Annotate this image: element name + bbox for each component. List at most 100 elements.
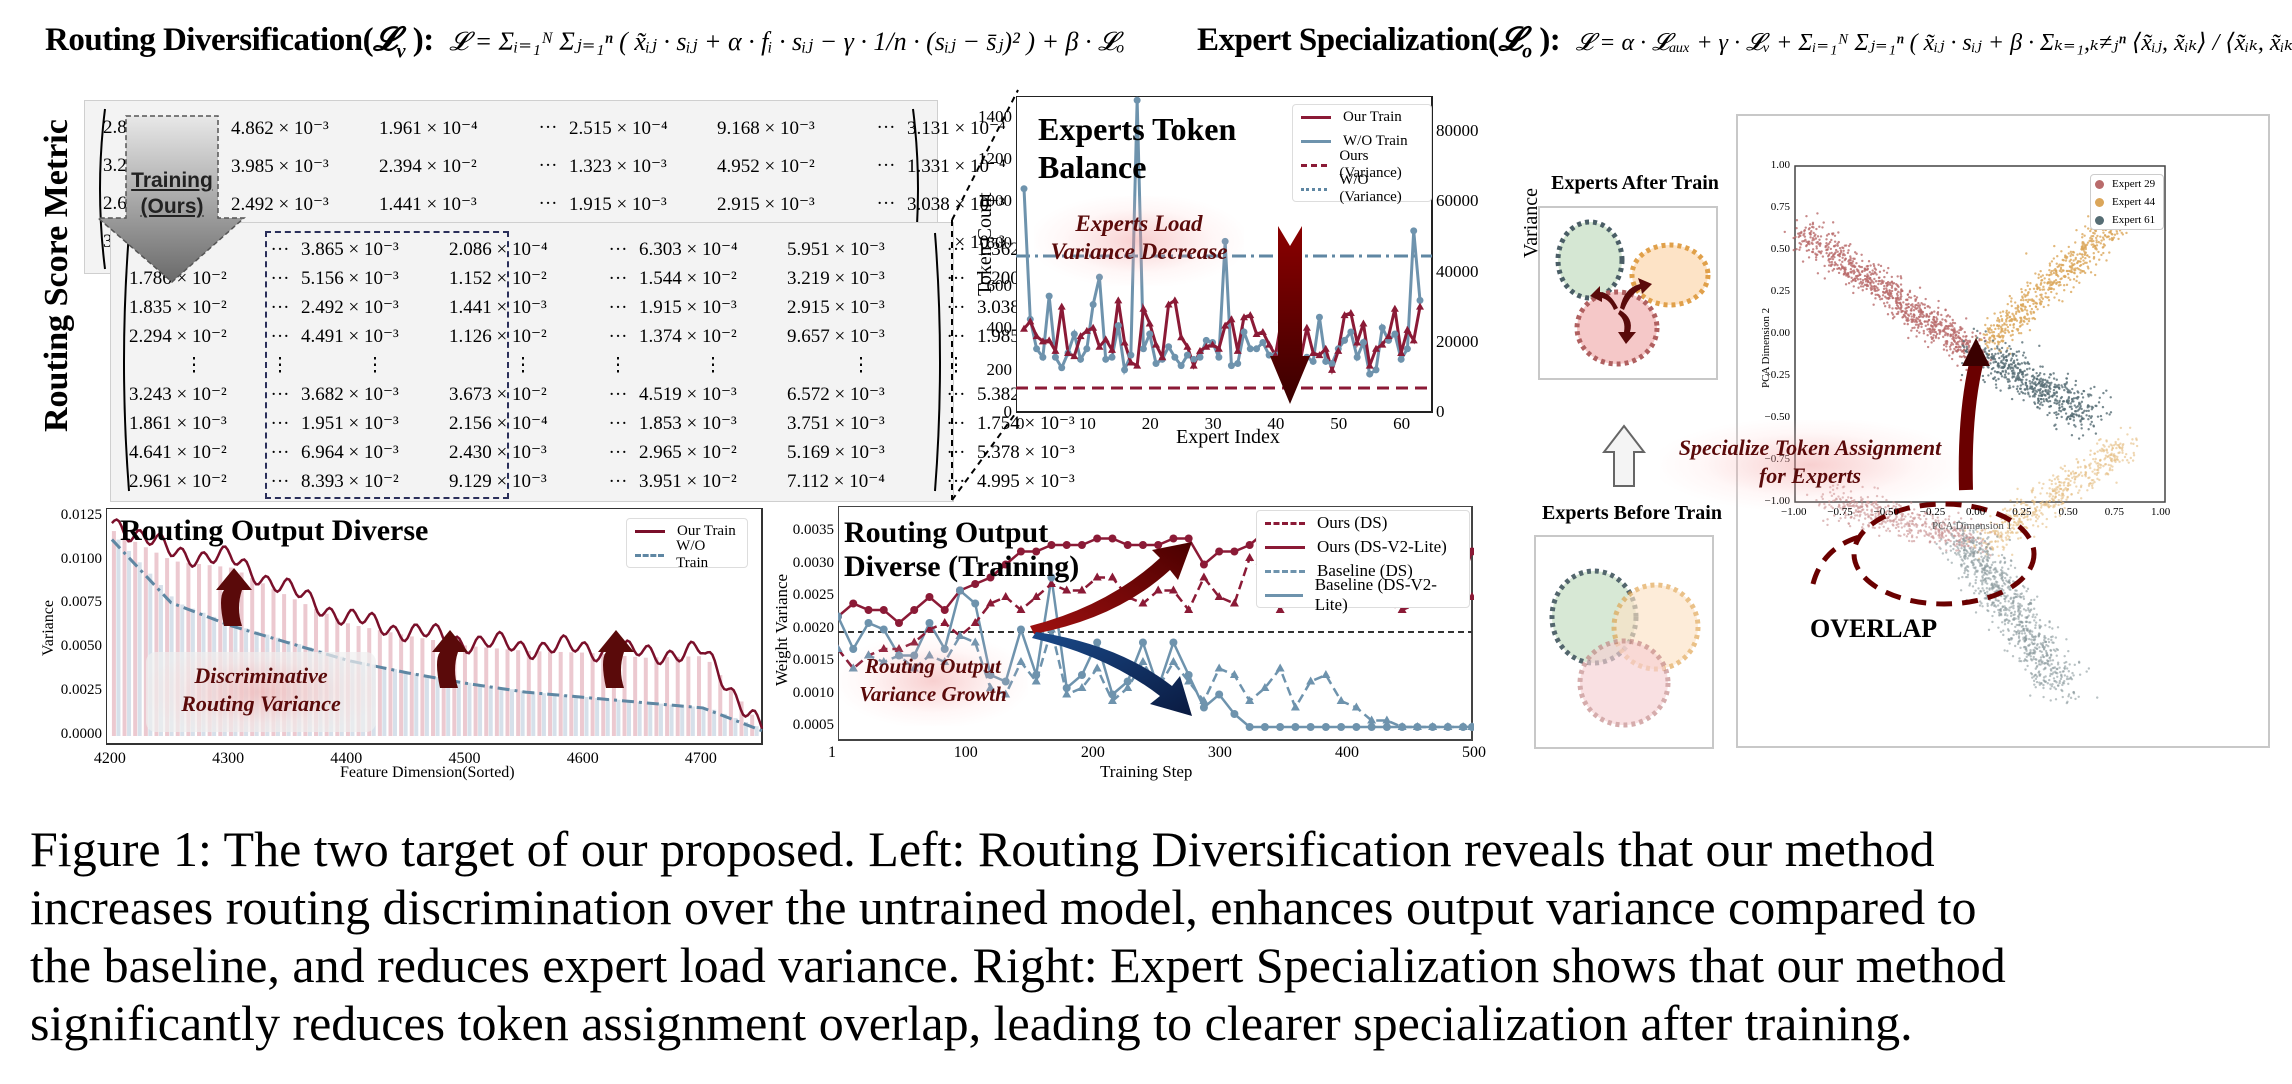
matrix-cell: 1.915 × 10⁻³ [639, 297, 737, 318]
routing-diverse-legend: Our Train W/O Train [626, 518, 748, 571]
separated-experts-diagram [1555, 219, 1711, 367]
matrix-cell: ··· [270, 441, 290, 463]
tick-label: −0.25 [1919, 506, 1946, 518]
matrix-cell: 2.394 × 10⁻² [379, 155, 477, 177]
matrix-cell: 1.374 × 10⁻² [639, 326, 737, 347]
matrix-cell: 1.323 × 10⁻³ [569, 155, 667, 177]
matrix-cell: ··· [538, 155, 558, 176]
solid-line-icon [635, 529, 665, 533]
matrix-cell: 5.156 × 10⁻³ [301, 268, 399, 289]
formula-left-label: Routing Diversification( [45, 22, 374, 58]
matrix-cell: 3.682 × 10⁻³ [301, 384, 399, 405]
front-matrix-rows: ··· 3.865 × 10⁻³ 2.086 × 10⁻⁴ ··· 6.303 × 10… [129, 235, 1127, 496]
matrix-cell: 4.641 × 10⁻² [129, 442, 227, 463]
legend-item: Ours (DS) [1257, 511, 1469, 535]
tick-label: 0.0100 [60, 550, 102, 567]
matrix-cell: ··· [270, 383, 290, 405]
routing-diverse-xlabel: Feature Dimension(Sorted) [340, 764, 515, 781]
tick-label: −1.00 [1752, 495, 1790, 507]
tick-label: 0.0010 [792, 684, 834, 701]
formula-right-label: Expert Specialization( [1197, 22, 1499, 58]
routing-diversification-formula: Routing Diversification(𝓛v ): 𝓛 = Σᵢ₌₁ᴺ … [45, 22, 1124, 64]
annotation-glow [146, 648, 376, 736]
matrix-cell: ··· [876, 193, 896, 214]
decrease-arrow-icon [1270, 226, 1310, 404]
matrix-row: 3.2 ··· 3.985 × 10⁻³ 2.394 × 10⁻² ··· 1.323 ×… [103, 147, 1057, 185]
tick-label: 40 [1267, 414, 1285, 433]
matrix-cell: ··· [270, 267, 290, 289]
dashed-line-icon [1301, 163, 1328, 167]
matrix-cell: 9.129 × 10⁻³ [449, 471, 547, 492]
formula-left-close: ): [404, 22, 434, 58]
legend-item: W/O Train [627, 538, 747, 571]
annotation-glow [838, 636, 1028, 726]
matrix-cell: 2.961 × 10⁻² [129, 471, 227, 492]
tick-label: 0.50 [2058, 506, 2078, 518]
routing-diverse-title: Routing Output Diverse [120, 514, 429, 547]
variance-growth-annotation: Routing Output Variance Growth [859, 654, 1007, 706]
matrix-cell: ··· [608, 296, 628, 318]
matrix-cell: 6.572 × 10⁻³ [787, 384, 885, 405]
training-down-arrow-icon [96, 115, 246, 283]
legend-item: Our Train [627, 519, 747, 543]
tick-label: 0 [1016, 414, 1025, 433]
matrix-cell: ··· [270, 238, 290, 260]
token-balance-xlabel: Expert Index [1176, 426, 1280, 448]
matrix-row: 2.6 ··· 2.492 × 10⁻³ 1.441 × 10⁻³ ··· 1.915 ×… [103, 185, 1057, 223]
token-balance-title: Experts Token Balance [1038, 111, 1237, 185]
legend-item: Expert 44 [2091, 193, 2163, 211]
highlight-dashed-box [265, 231, 509, 499]
matrix-cell: ⋮ [513, 355, 533, 376]
pca-xlabel: PCA Dimension 1 [1932, 520, 2013, 532]
matrix-row: ⋮ ⋮ ⋮ ⋮ ⋮ ⋮ ⋮ ⋮ [129, 351, 1127, 380]
increase-arrow-icon [598, 630, 634, 688]
tick-label: −1.00 [1781, 506, 1807, 518]
tick-label: 60 [1393, 414, 1411, 433]
tick-label: 4300 [212, 750, 245, 767]
pca-legend: Expert 29 Expert 44 Expert 61 [2090, 174, 2164, 230]
matrix-cell: 3.038 × 10⁻³ [907, 193, 1005, 215]
matrix-cell: ⋮ [946, 355, 966, 376]
matrix-cell: 3.985 × 10⁻³ [231, 155, 329, 177]
matrix-cell: 4.952 × 10⁻² [717, 155, 815, 177]
tick-label: 500 [1462, 744, 1486, 761]
zoom-connector-lines [951, 89, 1019, 501]
matrix-cell: 2.492 × 10⁻³ [231, 193, 329, 215]
tick-label: −0.75 [1827, 506, 1853, 518]
tick-label: 400 [1334, 744, 1359, 761]
matrix-cell: 9.168 × 10⁻³ [717, 117, 815, 139]
legend-item: Baseline (DS-V2-Lite) [1257, 575, 1469, 614]
legend-item: Our Train [1293, 105, 1431, 129]
overlap-label: OVERLAP [1810, 614, 1938, 643]
legend-item: W/O (Variance) [1293, 172, 1431, 205]
caption-line: significantly reduces token assignment o… [30, 995, 1913, 1051]
matrix-cell: 1.961 × 10⁻⁴ [379, 117, 478, 139]
expert-44-dot-icon [2095, 197, 2104, 207]
matrix-cell: ··· [946, 441, 966, 463]
matrix-cell: 5.951 × 10⁻³ [787, 239, 885, 260]
matrix-cell: 1.126 × 10⁻² [449, 326, 547, 347]
tick-label: 4200 [93, 750, 126, 767]
matrix-cell: ··· [270, 296, 290, 318]
tick-label: −0.25 [1764, 369, 1790, 381]
tick-label: 0.0015 [792, 652, 834, 668]
tick-label: 1000 [978, 191, 1012, 211]
tick-label: 0.75 [1770, 201, 1790, 213]
matrix-cell: 1.915 × 10⁻³ [569, 193, 667, 215]
matrix-cell: 3.131 × 10⁻⁴ [907, 117, 1006, 139]
matrix-cell: 1.441 × 10⁻³ [379, 193, 477, 215]
annotation-glow [1660, 420, 1960, 510]
matrix-cell: 1.835 × 10⁻² [129, 297, 227, 318]
matrix-cell: 5.378 × 10⁻³ [977, 442, 1075, 463]
tick-label: 0.00 [1966, 506, 1986, 518]
load-variance-annotation: Experts Load Variance Decrease [1050, 211, 1228, 264]
tick-label: 10 [1078, 414, 1096, 433]
matrix-cell: ⋮ [851, 355, 871, 376]
routing-training-chart: Routing Output Diverse (Training) Routin… [793, 506, 1486, 781]
tick-label: 1.00 [1770, 159, 1790, 171]
tick-label: 600 [986, 275, 1013, 295]
matrix-cell: ··· [270, 470, 290, 492]
matrix-cell: 1.544 × 10⁻² [639, 268, 737, 289]
matrix-cell: 5.169 × 10⁻³ [787, 442, 885, 463]
matrix-cell: 6.964 × 10⁻³ [301, 442, 399, 463]
